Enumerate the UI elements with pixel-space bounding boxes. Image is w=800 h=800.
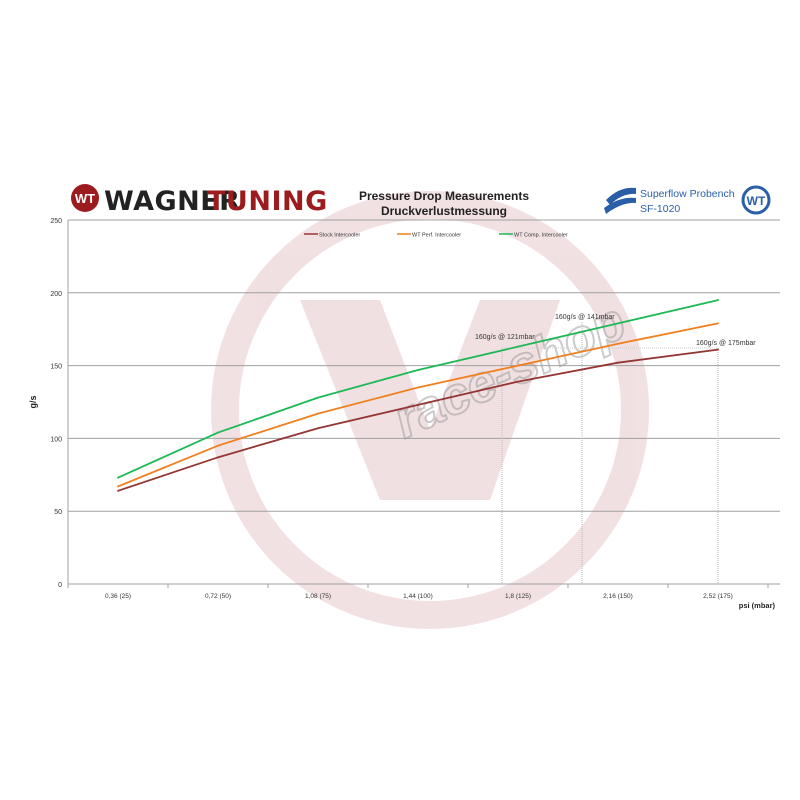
data-point xyxy=(617,322,619,325)
superflow-model: SF-1020 xyxy=(640,203,680,215)
annotation-label: 160g/s @ 175mbar xyxy=(696,340,756,347)
data-point xyxy=(717,299,719,301)
legend-label: Stock Intercooler xyxy=(319,233,360,239)
data-point xyxy=(217,444,219,447)
data-point xyxy=(117,485,119,488)
svg-text:WT: WT xyxy=(75,191,95,206)
y-tick-label: 0 xyxy=(58,582,62,589)
x-tick-label: 2,16 (150) xyxy=(603,593,633,600)
superflow-logo: Superflow Probench SF-1020 WT xyxy=(604,185,771,215)
data-point xyxy=(717,322,719,325)
data-point xyxy=(517,364,519,367)
x-tick-label: 1,08 (75) xyxy=(305,593,331,600)
legend-label: WT Comp. Intercooler xyxy=(514,233,568,239)
data-point xyxy=(617,342,619,345)
data-point xyxy=(317,427,319,430)
data-point xyxy=(717,348,719,351)
y-tick-label: 100 xyxy=(50,436,62,443)
x-tick-label: 1,44 (100) xyxy=(403,593,433,600)
data-point xyxy=(417,386,419,389)
y-tick-label: 150 xyxy=(50,364,62,371)
y-tick-label: 50 xyxy=(54,509,62,516)
brand-tuning: TUNING xyxy=(207,186,328,217)
data-point xyxy=(117,476,119,479)
x-tick-label: 0,72 (50) xyxy=(205,593,231,600)
annotation-label: 160g/s @ 141mbar xyxy=(555,314,615,321)
data-point xyxy=(217,456,219,459)
y-axis-label: g/s xyxy=(28,395,38,408)
y-tick-label: 250 xyxy=(50,218,62,225)
data-point xyxy=(617,361,619,364)
x-tick-label: 0,36 (25) xyxy=(105,593,131,600)
watermark xyxy=(211,191,649,629)
data-point xyxy=(417,404,419,406)
brand-wagner: WAGNER xyxy=(104,186,240,217)
x-axis-label: psi (mbar) xyxy=(739,601,776,610)
superflow-name: Superflow Probench xyxy=(640,188,735,200)
data-point xyxy=(317,412,319,415)
data-point xyxy=(517,380,519,383)
data-point xyxy=(317,396,319,399)
data-point xyxy=(417,369,419,371)
svg-text:WT: WT xyxy=(747,194,766,208)
data-point xyxy=(117,489,119,492)
x-tick-label: 1,8 (125) xyxy=(505,593,531,600)
legend-label: WT Perf. Intercooler xyxy=(412,233,461,239)
data-point xyxy=(217,431,219,434)
brand-logo-left: WT WAGNER TUNING xyxy=(71,184,328,217)
annotation-label: 160g/s @ 121mbar xyxy=(475,334,535,341)
x-tick-label: 2,52 (175) xyxy=(703,593,733,600)
data-point xyxy=(517,345,519,348)
chart-subtitle: Druckverlustmessung xyxy=(381,204,507,218)
chart-title: Pressure Drop Measurements xyxy=(359,189,529,203)
y-tick-label: 200 xyxy=(50,291,62,298)
